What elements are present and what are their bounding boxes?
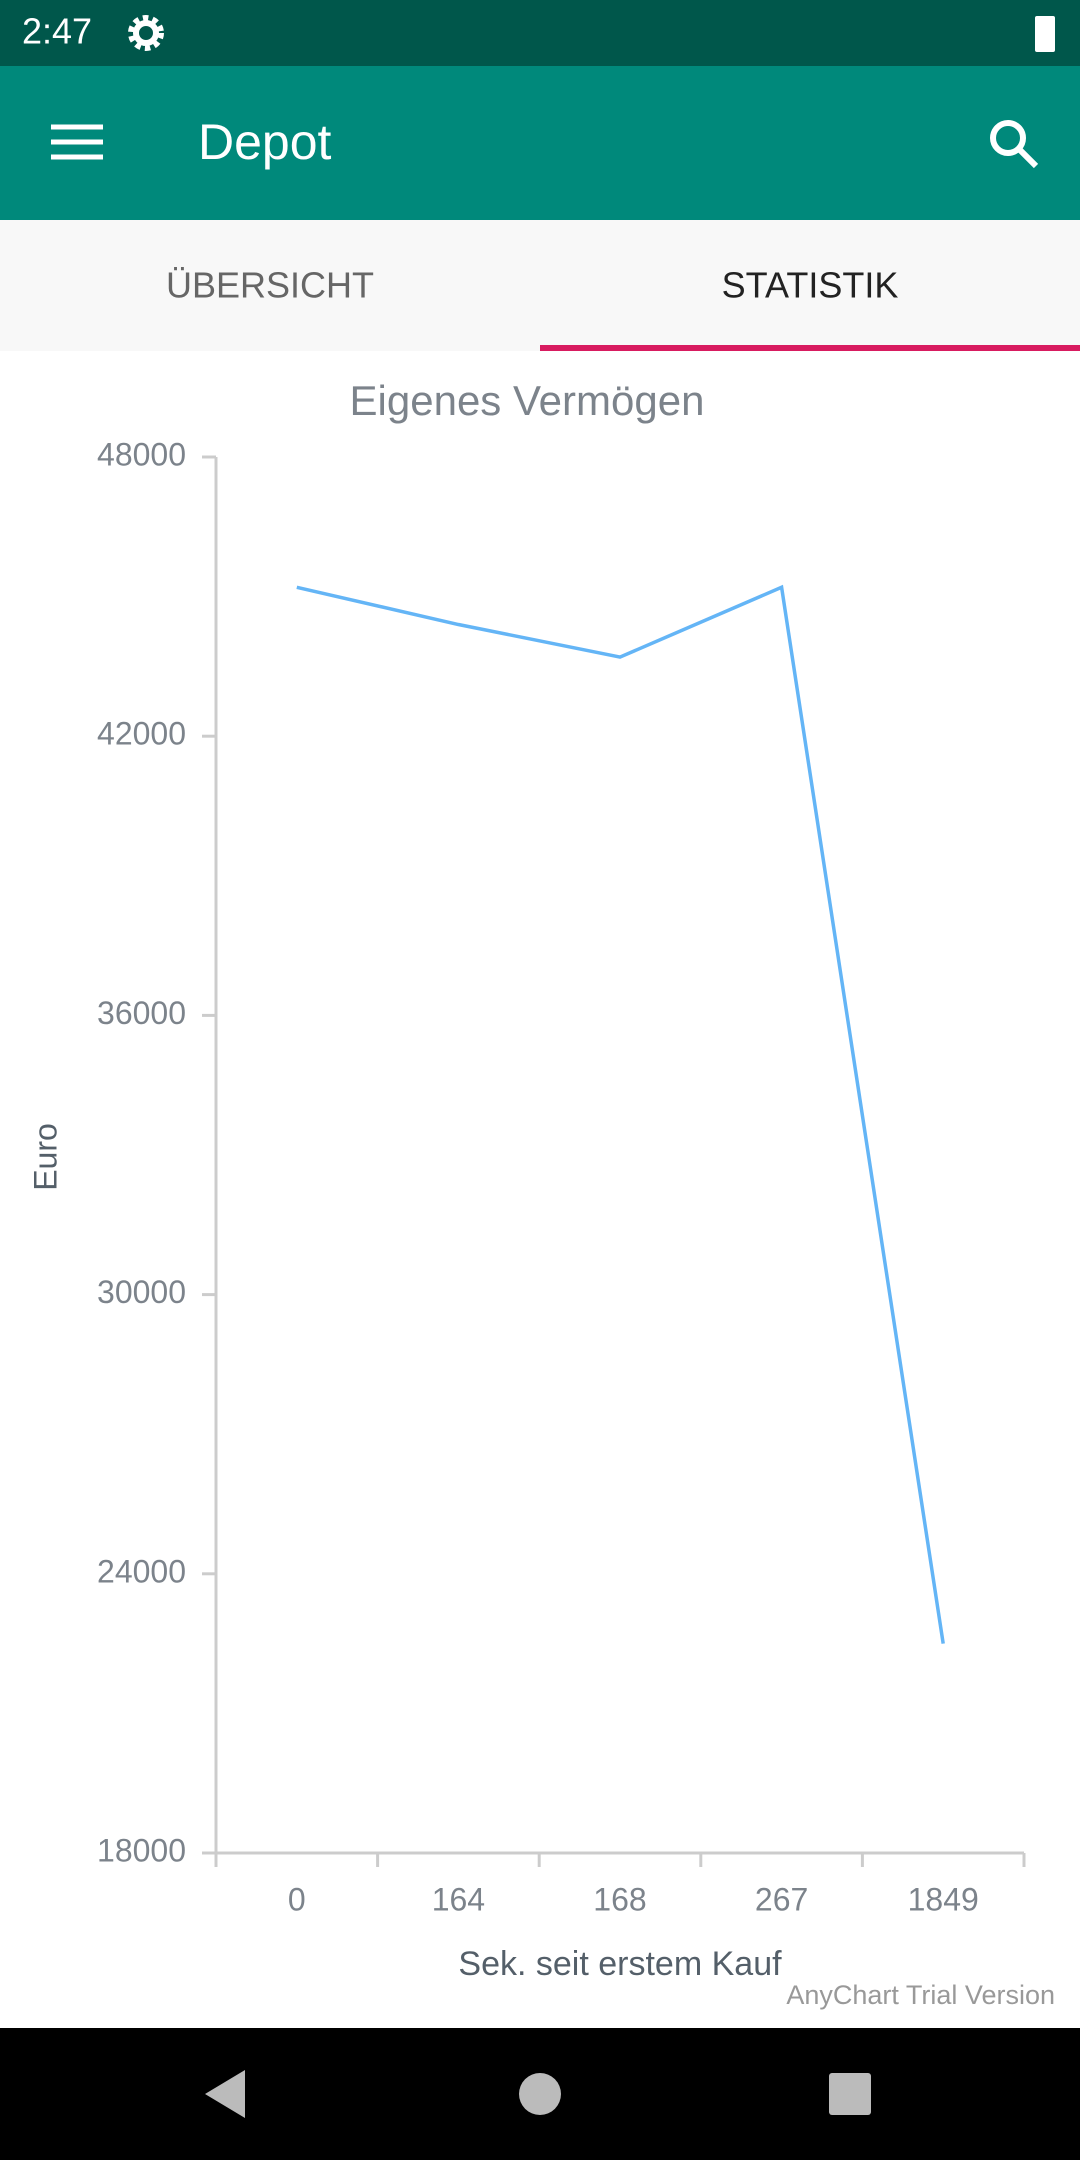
- x-tick-label: 0: [288, 1881, 306, 1917]
- x-tick-label: 1849: [908, 1881, 979, 1917]
- tab[interactable]: ÜBERSICHT: [166, 265, 374, 306]
- chart-title: Eigenes Vermögen: [350, 377, 705, 424]
- home-button[interactable]: [519, 2073, 561, 2115]
- x-axis-title: Sek. seit erstem Kauf: [458, 1945, 782, 1983]
- y-axis-title: Euro: [27, 1123, 63, 1191]
- tab-indicator: [540, 345, 1080, 351]
- menu-button[interactable]: [51, 124, 103, 160]
- y-tick-label: 48000: [97, 436, 186, 472]
- y-tick-label: 18000: [97, 1832, 186, 1868]
- watermark: AnyChart Trial Version: [786, 1980, 1055, 2010]
- line-series: [296, 584, 945, 1644]
- x-tick-label: 164: [432, 1881, 485, 1917]
- tab-bar: [0, 220, 1080, 351]
- status-time: 2:47: [22, 11, 92, 52]
- y-tick-label: 36000: [97, 995, 186, 1031]
- settings-icon: [128, 15, 164, 51]
- status-bar: [0, 0, 1080, 66]
- x-tick-label: 168: [593, 1881, 646, 1917]
- y-tick-label: 24000: [97, 1553, 186, 1589]
- app-bar: [0, 66, 1080, 220]
- back-button[interactable]: [205, 2070, 245, 2118]
- search-button[interactable]: [990, 120, 1039, 169]
- app-title: Depot: [198, 114, 332, 170]
- y-tick-label: 42000: [97, 716, 186, 752]
- y-tick-label: 30000: [97, 1274, 186, 1310]
- tab[interactable]: STATISTIK: [722, 265, 899, 306]
- x-tick-label: 267: [755, 1881, 808, 1917]
- battery-icon: [1035, 16, 1055, 52]
- recents-button[interactable]: [829, 2073, 871, 2115]
